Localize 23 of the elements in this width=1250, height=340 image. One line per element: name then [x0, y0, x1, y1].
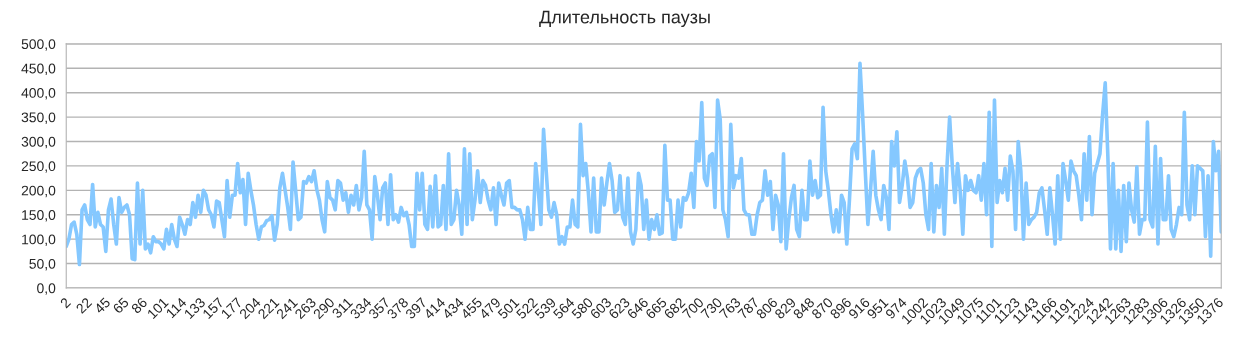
y-tick-label: 150,0: [22, 210, 56, 222]
y-tick-label: 300,0: [21, 136, 56, 149]
x-tick-label: 896: [829, 297, 852, 320]
chart-title: Длительность паузы: [539, 10, 710, 28]
x-tick-label: 378: [386, 297, 409, 320]
x-tick-label: 623: [608, 297, 631, 320]
x-tick-label: 65: [112, 296, 130, 314]
x-tick-label: 101: [146, 297, 169, 320]
y-tick-label: 250,0: [21, 161, 56, 173]
y-tick-label: 500,0: [21, 39, 56, 51]
y-tick-label: 100,0: [22, 234, 56, 246]
y-tick-label: 450,0: [21, 63, 56, 76]
y-tick-label: 200,0: [21, 185, 56, 198]
line-series: [66, 61, 1222, 267]
x-tick-label: 221: [257, 297, 280, 320]
y-tick-label: 350,0: [21, 112, 56, 124]
y-tick-label: 50,0: [29, 258, 56, 271]
x-tick-label: 2: [59, 297, 72, 309]
x-tick-label: 45: [93, 297, 111, 315]
x-tick-label: 86: [130, 297, 148, 315]
y-tick-label: 0,0: [37, 283, 56, 295]
y-tick-label: 400,0: [21, 88, 56, 100]
x-tick-label: 22: [75, 297, 93, 314]
